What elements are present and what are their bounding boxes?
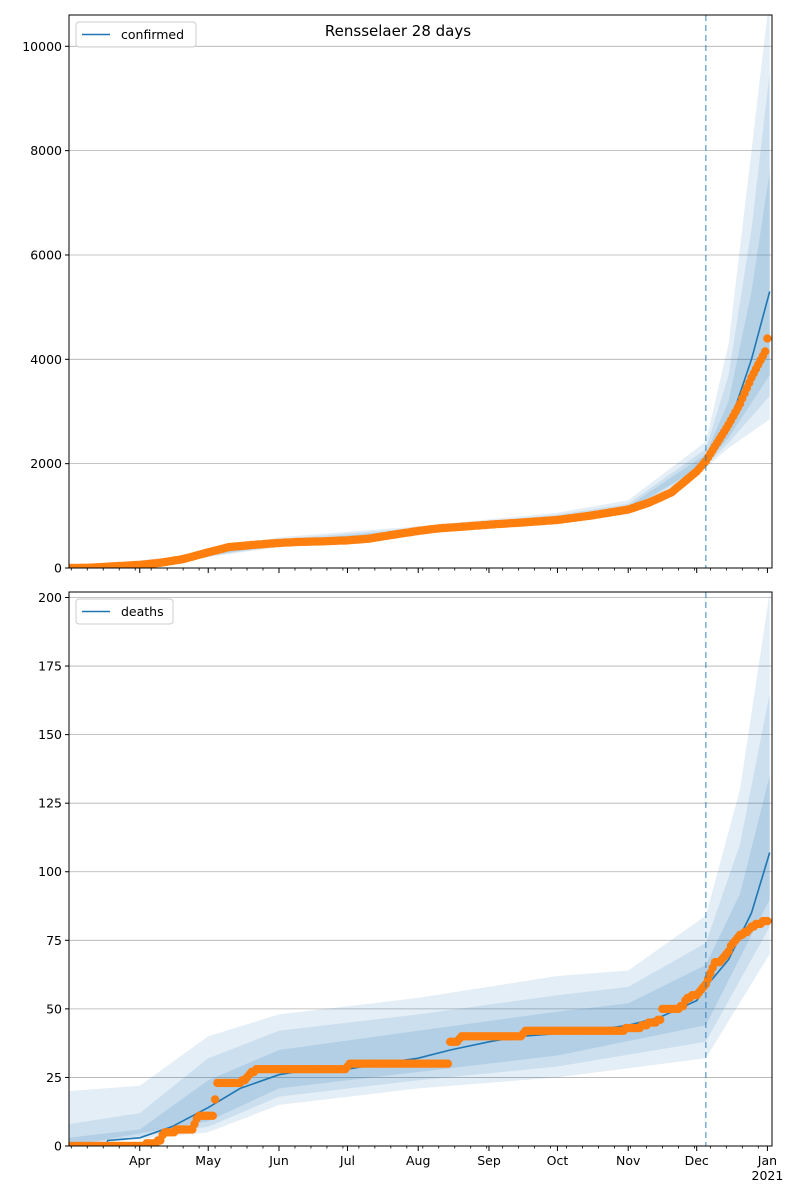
- observed-point: [443, 1059, 453, 1068]
- y-tick-label: 4000: [30, 352, 62, 367]
- x-tick-label: Dec: [685, 1153, 709, 1168]
- y-tick-label: 125: [38, 796, 62, 811]
- y-tick-label: 6000: [30, 247, 62, 262]
- y-tick-label: 50: [46, 1001, 62, 1016]
- legend: deaths: [75, 598, 174, 625]
- observed-point: [210, 1095, 220, 1104]
- y-tick-label: 200: [38, 590, 62, 605]
- y-tick-label: 10000: [22, 39, 62, 54]
- y-tick-label: 25: [46, 1070, 62, 1085]
- x-tick-label: Oct: [547, 1153, 569, 1168]
- confidence-band: [69, 592, 770, 1146]
- observed-markers: [69, 334, 772, 568]
- x-tick-label: Jun: [268, 1153, 289, 1168]
- x-year-label: 2021: [752, 1168, 784, 1183]
- deaths-panel: 0 25 50 75 100 125 150 175 200 Apr May Jun Jul Aug Sep…: [38, 590, 783, 1183]
- confirmed-panel: 0 2000 4000 6000 8000 10000 Rensselaer 28 days…: [22, 14, 773, 576]
- y-tick-label: 8000: [30, 143, 62, 158]
- axes-frame: [68, 14, 773, 569]
- observed-point: [656, 1015, 665, 1024]
- observed-point: [763, 916, 772, 926]
- confidence-band: [69, 171, 770, 568]
- y-tick-label: 150: [38, 727, 62, 742]
- observed-point: [761, 347, 770, 356]
- y-tick-label: 100: [38, 864, 62, 879]
- axes-frame: [68, 591, 773, 1147]
- legend: confirmed: [75, 21, 197, 48]
- y-tick-label: 2000: [30, 456, 62, 471]
- observed-point: [763, 334, 772, 343]
- plot-area: [69, 15, 772, 568]
- x-tick-label: Sep: [477, 1153, 501, 1168]
- legend-box: [75, 598, 174, 625]
- observed-point: [208, 1111, 217, 1121]
- y-tick-label: 0: [54, 561, 62, 576]
- y-tick-label: 175: [38, 659, 62, 674]
- plot-area: [69, 592, 772, 1146]
- x-tick-label: Aug: [406, 1153, 430, 1168]
- legend-box: [75, 21, 197, 48]
- x-tick-label: Nov: [616, 1153, 641, 1168]
- chart-title: Rensselaer 28 days: [325, 22, 471, 40]
- y-tick-label: 0: [54, 1139, 62, 1154]
- x-tick-label: Apr: [129, 1153, 151, 1168]
- legend-label: deaths: [121, 604, 164, 619]
- legend-label: confirmed: [121, 27, 184, 42]
- y-tick-label: 75: [46, 933, 62, 948]
- x-tick-label: Jan: [757, 1153, 777, 1168]
- x-tick-label: Jul: [339, 1153, 355, 1168]
- observed-markers: [69, 916, 772, 1146]
- x-tick-label: May: [195, 1153, 221, 1168]
